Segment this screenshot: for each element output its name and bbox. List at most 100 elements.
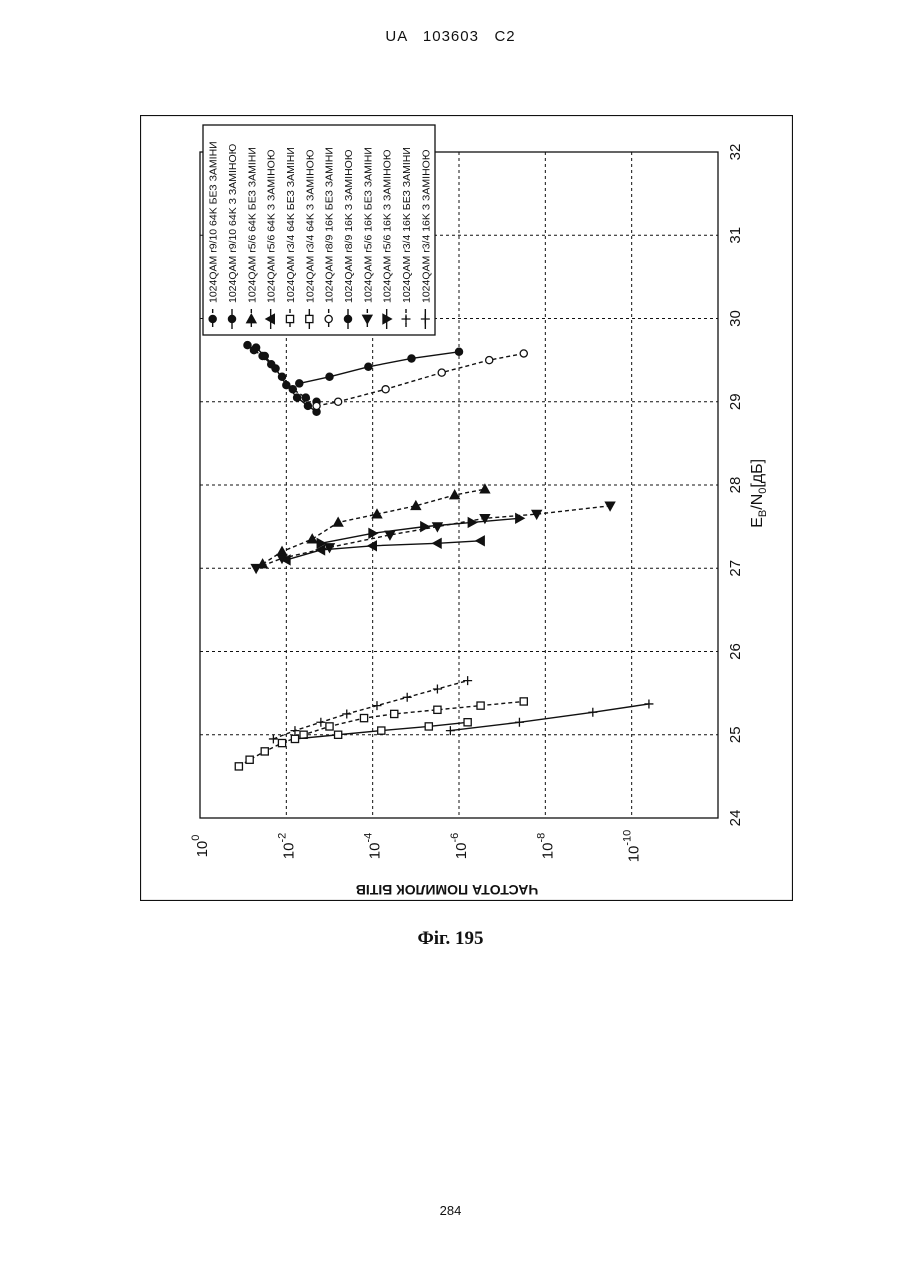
data-point xyxy=(294,394,301,401)
data-point xyxy=(463,676,472,685)
data-point xyxy=(360,715,367,722)
data-point xyxy=(228,315,235,322)
data-point xyxy=(378,727,385,734)
data-point xyxy=(408,355,415,362)
x-tick-label: 26 xyxy=(727,643,744,660)
figure-frame: 24252627282930313210010-210-410-610-810-… xyxy=(140,115,793,901)
x-tick-label: 27 xyxy=(727,560,744,577)
legend-entry: 1024QAM r5/6 16K БЕЗ ЗАМІНИ xyxy=(362,147,374,329)
data-point xyxy=(252,565,261,573)
data-point xyxy=(244,342,251,349)
y-tick-label: 10-6 xyxy=(449,833,470,859)
x-axis-title: EB/N0[дБ] xyxy=(749,459,769,528)
legend-entry: 1024QAM r9/10 64K З ЗАМІНОЮ xyxy=(227,143,239,329)
legend-entry: 1024QAM r3/4 16K БЕЗ ЗАМІНИ xyxy=(401,147,413,329)
data-point xyxy=(335,398,342,405)
legend-label: 1024QAM r5/6 16K БЕЗ ЗАМІНИ xyxy=(362,147,374,303)
data-point xyxy=(316,718,325,727)
data-point xyxy=(644,699,653,708)
data-point xyxy=(588,708,597,717)
x-tick-label: 29 xyxy=(727,393,744,410)
data-point xyxy=(278,739,285,746)
data-point xyxy=(455,348,462,355)
legend-label: 1024QAM r8/9 16K З ЗАМІНОЮ xyxy=(343,149,355,303)
legend-label: 1024QAM r3/4 16K БЕЗ ЗАМІНИ xyxy=(401,147,413,303)
data-point xyxy=(283,382,290,389)
data-point xyxy=(520,350,527,357)
legend-entry: 1024QAM r3/4 64K БЕЗ ЗАМІНИ xyxy=(285,147,297,329)
data-point xyxy=(344,315,351,322)
legend: 1024QAM r9/10 64K БЕЗ ЗАМІНИ 1024QAM r9/1… xyxy=(203,125,435,335)
legend-entry: 1024QAM r8/9 16K БЕЗ ЗАМІНИ xyxy=(324,147,336,329)
legend-entry: 1024QAM r5/6 64K З ЗАМІНОЮ xyxy=(266,149,278,329)
data-point xyxy=(464,719,471,726)
y-tick-label: 10-4 xyxy=(363,833,384,859)
data-point xyxy=(335,731,342,738)
series-line xyxy=(263,489,485,564)
data-point xyxy=(403,693,412,702)
data-point xyxy=(286,315,293,322)
data-point xyxy=(246,756,253,763)
data-point xyxy=(434,706,441,713)
series-8 xyxy=(296,348,463,387)
data-point xyxy=(391,710,398,717)
series-9 xyxy=(252,502,615,573)
series-line xyxy=(256,506,610,568)
legend-entry: 1024QAM r5/6 16K З ЗАМІНОЮ xyxy=(382,149,394,329)
data-point xyxy=(342,709,351,718)
data-point xyxy=(438,369,445,376)
data-point xyxy=(476,536,484,545)
legend-label: 1024QAM r3/4 64K З ЗАМІНОЮ xyxy=(304,149,316,303)
data-point xyxy=(468,518,476,527)
series-line xyxy=(286,541,480,560)
series-7 xyxy=(313,350,527,410)
legend-label: 1024QAM r5/6 64K БЕЗ ЗАМІНИ xyxy=(246,147,258,303)
data-point xyxy=(308,535,317,543)
figure-caption: Фiг. 195 xyxy=(0,928,901,950)
legend-label: 1024QAM r5/6 64K З ЗАМІНОЮ xyxy=(266,149,278,303)
x-tick-label: 30 xyxy=(727,310,744,327)
patent-header: UA 103603 C2 xyxy=(0,28,901,45)
legend-entry: 1024QAM r5/6 64K БЕЗ ЗАМІНИ xyxy=(246,147,258,329)
data-point xyxy=(486,357,493,364)
y-tick-label: 10-2 xyxy=(276,833,297,859)
ber-chart: 24252627282930313210010-210-410-610-810-… xyxy=(140,115,793,901)
data-point xyxy=(450,490,459,498)
data-point xyxy=(446,726,455,735)
data-point xyxy=(520,698,527,705)
y-tick-label: 10-8 xyxy=(535,833,556,859)
data-point xyxy=(261,352,268,359)
x-tick-label: 24 xyxy=(727,810,744,827)
data-point xyxy=(433,684,442,693)
legend-label: 1024QAM r8/9 16K БЕЗ ЗАМІНИ xyxy=(324,147,336,303)
data-point xyxy=(306,315,313,322)
legend-label: 1024QAM r3/4 16K З ЗАМІНОЮ xyxy=(420,149,432,303)
legend-entry: 1024QAM r3/4 16K З ЗАМІНОЮ xyxy=(420,149,432,329)
data-point xyxy=(334,518,343,526)
legend-entry: 1024QAM r8/9 16K З ЗАМІНОЮ xyxy=(343,149,355,329)
data-point xyxy=(433,539,441,548)
data-point xyxy=(269,734,278,743)
data-point xyxy=(313,402,320,409)
data-point xyxy=(253,344,260,351)
legend-label: 1024QAM r9/10 64K З ЗАМІНОЮ xyxy=(227,143,239,303)
x-tick-label: 25 xyxy=(727,726,744,743)
data-point xyxy=(302,394,309,401)
x-tick-label: 31 xyxy=(727,227,744,244)
series-group xyxy=(235,342,653,770)
x-tick-label: 32 xyxy=(727,144,744,161)
data-point xyxy=(304,402,311,409)
series-line xyxy=(299,352,459,384)
data-point xyxy=(235,763,242,770)
data-point xyxy=(382,386,389,393)
data-point xyxy=(421,522,429,531)
legend-entry: 1024QAM r9/10 64K БЕЗ ЗАМІНИ xyxy=(208,141,220,329)
data-point xyxy=(480,485,489,493)
data-point xyxy=(296,380,303,387)
series-10 xyxy=(317,514,524,548)
legend-label: 1024QAM r5/6 16K З ЗАМІНОЮ xyxy=(382,149,394,303)
y-tick-label: 100 xyxy=(190,835,211,858)
data-point xyxy=(372,701,381,710)
data-point xyxy=(477,702,484,709)
data-point xyxy=(290,726,299,735)
